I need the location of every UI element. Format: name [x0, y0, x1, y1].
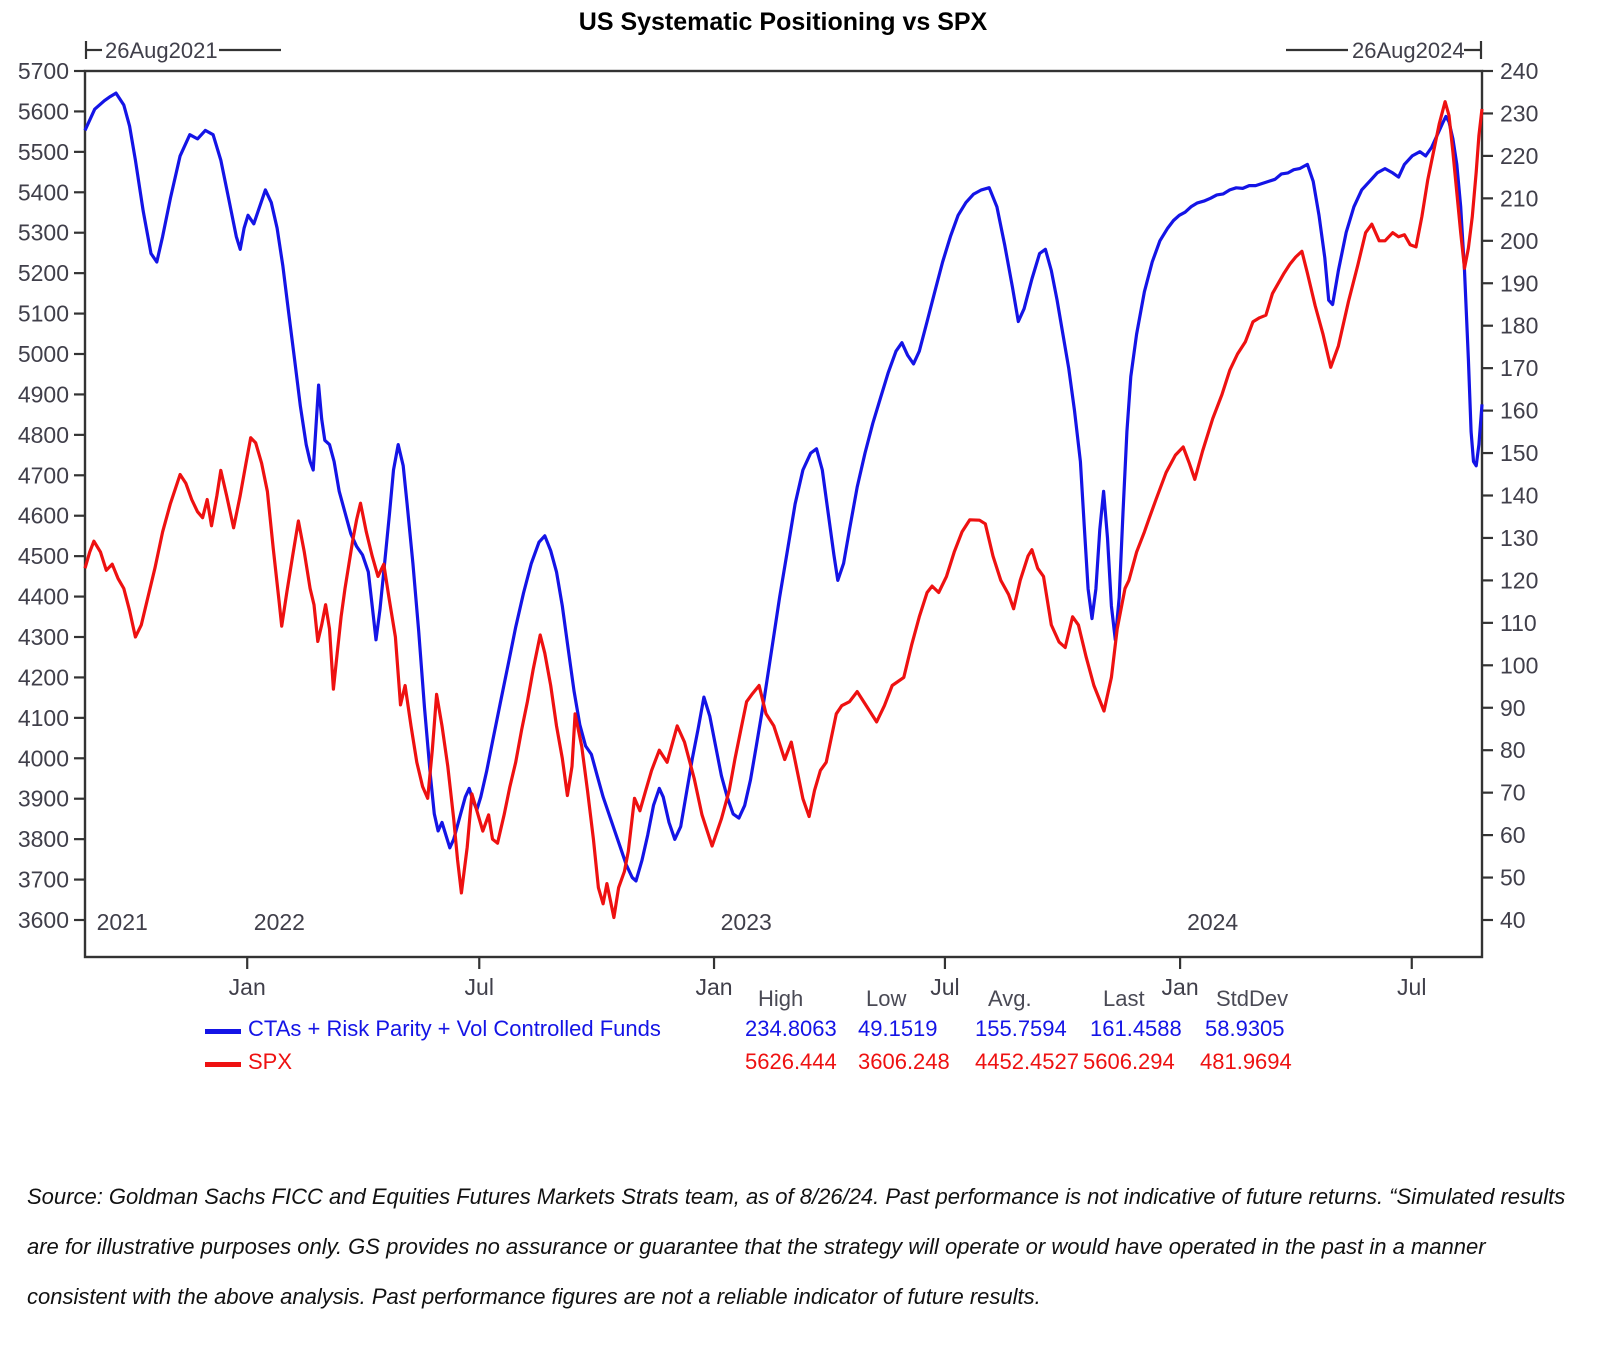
right-axis-tick-label: 170 [1500, 355, 1538, 381]
left-axis-tick-label: 4300 [18, 624, 69, 650]
left-axis-tick-label: 5700 [18, 58, 69, 84]
positioning-vs-spx-chart: 3600 3700 3800 3900 4000 4100 4200 4300 4400 4500… [18, 38, 1539, 1000]
right-axis-tick-label: 220 [1500, 143, 1538, 169]
left-axis-tick-label: 3900 [18, 786, 69, 812]
year-label: 2022 [254, 909, 305, 935]
right-axis-tick-label: 230 [1500, 100, 1538, 126]
ctas-high: 234.8063 [745, 1016, 837, 1041]
left-axis-tick-label: 3600 [18, 907, 69, 933]
spx-low: 3606.248 [858, 1049, 950, 1074]
stats-header-avg: Avg. [988, 986, 1032, 1011]
left-axis-tick-label: 4800 [18, 422, 69, 448]
ctas-avg: 155.7594 [975, 1016, 1067, 1041]
right-axis-tick-label: 60 [1500, 822, 1526, 848]
x-axis-tick-label: Jul [930, 974, 959, 1000]
end-date-annotation: 26Aug2024 [1352, 38, 1465, 63]
right-axis-tick-label: 50 [1500, 865, 1526, 891]
right-axis-tick-label: 210 [1500, 185, 1538, 211]
right-axis-tick-label: 130 [1500, 525, 1538, 551]
left-axis-tick-label: 5100 [18, 301, 69, 327]
left-axis-tick-label: 5600 [18, 98, 69, 124]
left-axis-tick-label: 4100 [18, 705, 69, 731]
right-axis-tick-label: 110 [1500, 610, 1537, 636]
stats-header-last: Last [1103, 986, 1145, 1011]
left-axis-tick-label: 3800 [18, 826, 69, 852]
left-axis-tick-label: 5400 [18, 179, 69, 205]
spx-high: 5626.444 [745, 1049, 837, 1074]
source-note: Source: Goldman Sachs FICC and Equities … [27, 1184, 1566, 1309]
year-label: 2024 [1187, 909, 1238, 935]
stats-header-stddev: StdDev [1216, 986, 1289, 1011]
left-axis-tick-label: 4600 [18, 503, 69, 529]
stats-header-high: High [758, 986, 804, 1011]
left-axis-tick-label: 4700 [18, 462, 69, 488]
x-axis-tick-label: Jan [229, 974, 266, 1000]
right-axis-tick-label: 80 [1500, 737, 1526, 763]
year-label: 2021 [97, 909, 148, 935]
left-axis-tick-label: 5000 [18, 341, 69, 367]
right-axis-tick-label: 100 [1500, 652, 1538, 678]
left-axis-tick-label: 4200 [18, 664, 69, 690]
x-axis-tick-label: Jul [465, 974, 494, 1000]
right-axis-tick-label: 40 [1500, 907, 1526, 933]
x-axis-tick-label: Jan [1162, 974, 1199, 1000]
left-axis-tick-label: 3700 [18, 867, 69, 893]
right-axis-tick-label: 240 [1500, 58, 1538, 84]
spx-last: 5606.294 [1083, 1049, 1175, 1074]
start-date-annotation: 26Aug2021 [105, 38, 218, 63]
left-axis-tick-label: 4400 [18, 584, 69, 610]
legend-label-ctas: CTAs + Risk Parity + Vol Controlled Fund… [248, 1016, 661, 1041]
legend-line-ctas [205, 1029, 241, 1034]
ctas-low: 49.1519 [858, 1016, 938, 1041]
left-axis-tick-label: 4000 [18, 745, 69, 771]
left-axis-tick-label: 5500 [18, 139, 69, 165]
legend-label-spx: SPX [248, 1049, 293, 1074]
right-axis-tick-label: 160 [1500, 398, 1538, 424]
spx-avg: 4452.4527 [975, 1049, 1079, 1074]
right-axis-tick-label: 120 [1500, 567, 1538, 593]
right-axis-tick-label: 90 [1500, 695, 1526, 721]
left-axis-tick-label: 4900 [18, 381, 69, 407]
x-axis-tick-label: Jul [1397, 974, 1426, 1000]
spx-series-line [83, 100, 1484, 920]
legend-line-spx [205, 1062, 241, 1067]
x-axis-tick-label: Jan [695, 974, 732, 1000]
right-axis-tick-label: 190 [1500, 270, 1538, 296]
ctas-stddev: 58.9305 [1205, 1016, 1285, 1041]
stats-header-low: Low [866, 986, 907, 1011]
ctas-last: 161.4588 [1090, 1016, 1182, 1041]
right-axis-tick-label: 70 [1500, 780, 1526, 806]
right-axis-tick-label: 140 [1500, 483, 1538, 509]
right-axis-tick-label: 150 [1500, 440, 1538, 466]
right-axis-tick-label: 180 [1500, 313, 1538, 339]
chart-title: US Systematic Positioning vs SPX [578, 8, 988, 36]
left-axis-tick-label: 5300 [18, 220, 69, 246]
year-label: 2023 [721, 909, 772, 935]
left-axis-tick-label: 4500 [18, 543, 69, 569]
ctas-series-line [83, 91, 1484, 883]
left-axis-tick-label: 5200 [18, 260, 69, 286]
right-axis-tick-label: 200 [1500, 228, 1538, 254]
spx-stddev: 481.9694 [1200, 1049, 1292, 1074]
